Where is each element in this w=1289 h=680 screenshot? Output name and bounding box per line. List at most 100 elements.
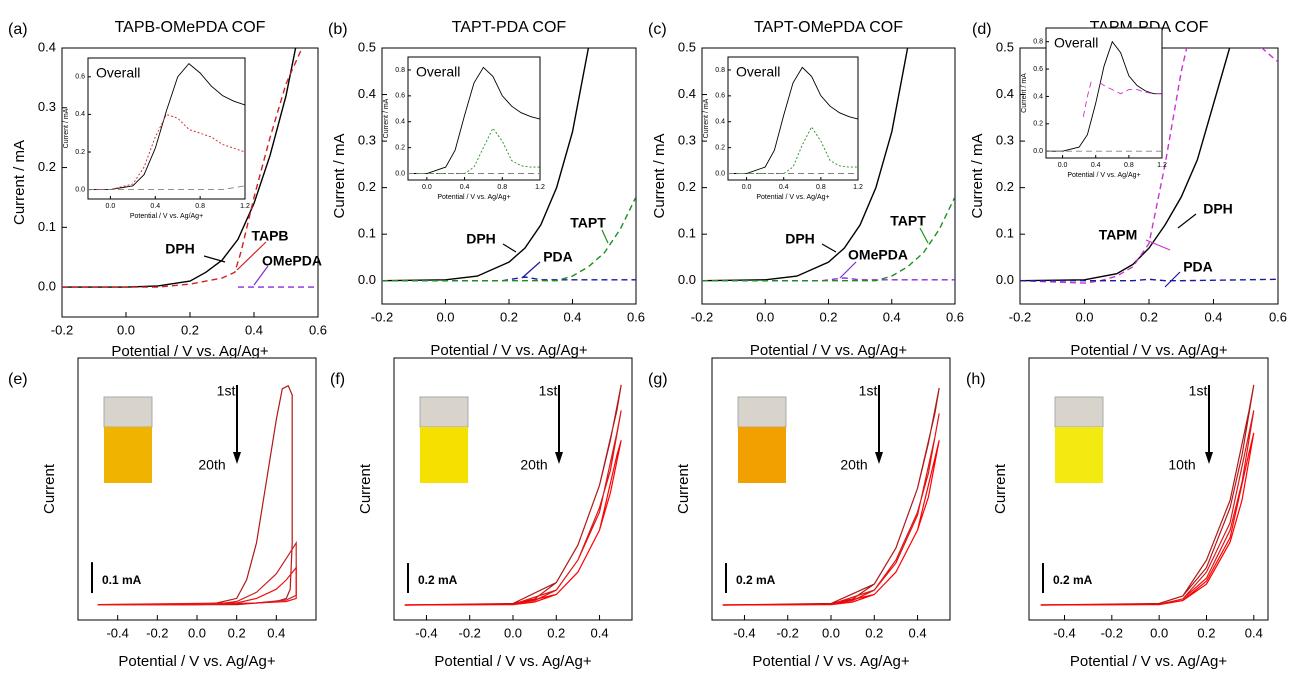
x-tick-label: -0.4	[106, 625, 128, 640]
x-tick-label: 0.2	[500, 309, 518, 324]
y-tick-label: 0.0	[715, 170, 725, 177]
y-axis-label: Current / mA	[383, 98, 390, 138]
y-tick-label: 0.2	[715, 144, 725, 151]
annotation: DPH	[466, 231, 496, 247]
series-line	[1040, 384, 1255, 606]
annotation: 1st	[217, 383, 236, 399]
annotation: 1st	[1189, 383, 1208, 399]
scale-bar-label: 0.1 mA	[102, 573, 142, 587]
y-tick-label: 0.4	[38, 39, 56, 54]
annotation: TAPT	[890, 213, 926, 229]
photo-cap	[737, 396, 787, 428]
inset: 0.0 0.4 0.8 1.2 0.0 0.2 0.4 0.6 0.8 Overall Potent…	[1021, 27, 1167, 179]
panel: -0.4 -0.2 0.0 0.2 0.4 (h) Potential / V vs. Ag…	[966, 357, 1269, 670]
y-tick-label: 0.4	[996, 86, 1014, 101]
x-axis-label: Potential / V vs. Ag/Ag+	[430, 342, 587, 359]
plot-frame	[407, 56, 541, 181]
annotation: DPH	[785, 231, 815, 247]
series-line	[702, 48, 909, 282]
series-group	[728, 66, 858, 174]
y-tick-label: 0.6	[1033, 66, 1043, 73]
leader-line	[919, 227, 929, 244]
x-tick-label: -0.2	[51, 322, 73, 337]
y-tick-label: 0.5	[678, 39, 696, 54]
series-group	[1020, 48, 1278, 284]
x-tick-label: -0.4	[1053, 625, 1075, 640]
leader-line	[502, 243, 517, 253]
x-tick-label: 0.4	[267, 625, 285, 640]
series-line	[728, 66, 858, 174]
series-group	[97, 384, 297, 606]
x-tick-label: 0.0	[1058, 162, 1068, 169]
panel-label: (c)	[648, 21, 667, 38]
series-group	[1046, 40, 1162, 152]
chart-title: TAPB-OMePDA COF	[115, 19, 266, 36]
x-tick-label: 0.4	[245, 322, 263, 337]
photo-sample	[420, 427, 468, 483]
y-axis-label: Current / mA	[1021, 73, 1028, 113]
x-tick-label: 0.2	[181, 322, 199, 337]
annotation: PDA	[1183, 259, 1213, 275]
y-tick-label: 0.6	[395, 93, 405, 100]
y-tick-label: 0.0	[395, 170, 405, 177]
leader-line	[1177, 213, 1197, 229]
y-tick-label: 0.8	[715, 67, 725, 74]
y-axis-label: Current / mA	[969, 133, 986, 218]
y-tick-label: 0.8	[395, 67, 405, 74]
annotation: 10th	[1168, 457, 1195, 473]
y-tick-label: 0.2	[1033, 121, 1043, 128]
x-tick-label: 0.0	[106, 203, 116, 210]
x-tick-label: 0.0	[822, 625, 840, 640]
series-line	[1046, 40, 1162, 152]
y-tick-label: 0.1	[678, 226, 696, 241]
x-axis-label: Potential / V vs. Ag/Ag+	[752, 653, 909, 670]
annotation: 20th	[840, 457, 867, 473]
x-axis-label: Potential / V vs. Ag/Ag+	[756, 194, 829, 201]
x-tick-label: 0.8	[816, 184, 826, 191]
series-line	[382, 48, 590, 282]
series-group	[62, 48, 318, 288]
y-tick-label: 0.4	[395, 119, 405, 126]
annotation: TAPM	[1099, 227, 1138, 243]
x-tick-label: 0.8	[497, 184, 507, 191]
series-line	[1040, 432, 1255, 606]
series-line	[88, 62, 245, 191]
leader-line	[601, 229, 609, 244]
inset-title: Overall	[96, 65, 140, 81]
x-axis-label: Potential / V vs. Ag/Ag+	[1070, 653, 1227, 670]
x-tick-label: 0.0	[188, 625, 206, 640]
series-line	[1020, 48, 1278, 284]
x-tick-label: 0.4	[883, 309, 901, 324]
y-axis-label: Current / mA	[703, 98, 710, 138]
panel-label: (e)	[8, 371, 28, 388]
x-tick-label: 1.2	[1157, 162, 1167, 169]
x-tick-label: 0.4	[1204, 309, 1222, 324]
y-tick-label: 0.2	[395, 144, 405, 151]
x-tick-label: -0.2	[777, 625, 799, 640]
photo-sample	[738, 427, 786, 483]
series-line	[62, 48, 297, 288]
x-tick-label: 0.2	[865, 625, 883, 640]
y-tick-label: 0.2	[358, 179, 376, 194]
y-tick-label: 0.4	[358, 86, 376, 101]
leader-line	[203, 255, 226, 263]
x-tick-label: 0.2	[819, 309, 837, 324]
series-group	[408, 66, 540, 174]
y-axis-label: Current	[41, 463, 58, 514]
panel-label: (h)	[966, 371, 986, 388]
x-tick-label: 0.0	[504, 625, 522, 640]
x-tick-label: 0.4	[460, 184, 470, 191]
panel: -0.4 -0.2 0.0 0.2 0.4 (g) Potential / V vs. Ag…	[648, 357, 951, 670]
x-tick-label: -0.2	[1009, 309, 1031, 324]
x-tick-label: 1.2	[240, 203, 250, 210]
annotation: 1st	[539, 383, 558, 399]
y-tick-label: 0.0	[678, 272, 696, 287]
x-tick-label: -0.2	[371, 309, 393, 324]
y-axis-label: Current / mA	[63, 108, 70, 148]
chart-title: TAPT-OMePDA COF	[754, 19, 903, 36]
series-line	[88, 185, 245, 191]
arrow-head	[233, 452, 241, 464]
x-tick-label: 0.4	[563, 309, 581, 324]
x-tick-label: 0.4	[591, 625, 609, 640]
x-tick-label: 0.6	[627, 309, 645, 324]
